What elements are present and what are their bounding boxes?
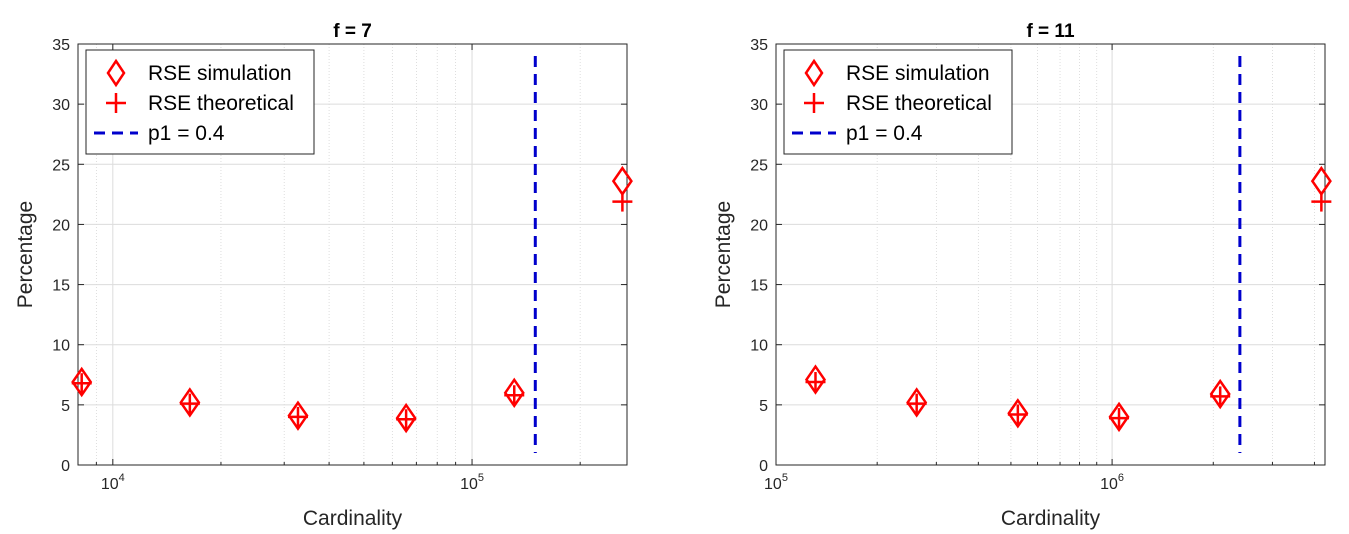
legend-plus-icon [106, 93, 126, 113]
data-point-simulation [287, 400, 309, 431]
data-point-theoretical [1109, 408, 1130, 429]
legend: RSE simulation RSE theoretical p1 = 0.4 [783, 49, 1013, 155]
y-axis-label: Percentage [14, 201, 37, 308]
x-tick-label: 105 [460, 472, 484, 493]
data-point-theoretical [1311, 191, 1332, 212]
legend-entry: RSE simulation [148, 62, 292, 85]
chart-panel-1: 0 5 10 15 20 25 30 35 104 105 f = 7 Cardinality Perc… [14, 21, 633, 530]
data-point-simulation [804, 364, 827, 395]
axes-box [77, 43, 628, 466]
data-point-simulation [1007, 398, 1029, 429]
x-tick-label: 106 [1100, 472, 1124, 493]
legend-entry: p1 = 0.4 [846, 122, 923, 145]
data-point-simulation [1209, 378, 1231, 410]
y-tick-label: 5 [61, 398, 70, 415]
data-point-theoretical [805, 372, 826, 393]
legend-entry: p1 = 0.4 [148, 122, 225, 145]
y-tick-label: 5 [759, 398, 768, 415]
series-plus [71, 191, 633, 430]
y-tick-label: 15 [750, 278, 768, 295]
data-point-simulation [1108, 401, 1130, 433]
data-point-simulation [906, 387, 928, 418]
legend-entry: RSE theoretical [846, 92, 992, 115]
data-point-simulation [503, 377, 525, 409]
y-tick-label: 35 [52, 37, 70, 54]
data-point-theoretical [287, 406, 308, 427]
data-point-theoretical [179, 393, 200, 414]
y-tick-label: 20 [52, 217, 70, 234]
chart-title: f = 11 [1026, 21, 1074, 42]
legend-entry: RSE theoretical [148, 92, 294, 115]
chart-title: f = 7 [333, 21, 372, 42]
axes-box [775, 43, 1326, 466]
y-tick-label: 0 [759, 458, 768, 475]
x-tick-label: 105 [764, 472, 788, 493]
y-tick-label: 30 [52, 97, 70, 114]
y-tick-label: 10 [52, 338, 70, 355]
minor-grid [876, 44, 1315, 465]
y-tick-label: 0 [61, 458, 70, 475]
y-tick-label: 20 [750, 217, 768, 234]
data-point-theoretical [71, 373, 92, 394]
y-axis: 0 5 10 15 20 25 30 35 [52, 37, 627, 475]
series-diamond [804, 165, 1332, 433]
legend-diamond-icon [804, 58, 824, 88]
legend-plus-icon [804, 93, 824, 113]
series-diamond [71, 165, 633, 434]
legend: RSE simulation RSE theoretical p1 = 0.4 [85, 49, 315, 155]
legend-entry: RSE simulation [846, 62, 990, 85]
data-point-theoretical [906, 393, 927, 414]
legend-diamond-icon [106, 58, 126, 88]
chart-panel-2: 0 5 10 15 20 25 30 35 105 106 f = 11 Cardinality Per… [712, 21, 1332, 530]
y-axis: 0 5 10 15 20 25 30 35 [750, 37, 1325, 475]
x-axis: 104 105 [95, 44, 581, 493]
x-tick-label: 104 [101, 472, 125, 493]
y-tick-label: 35 [750, 37, 768, 54]
data-point-simulation [395, 402, 417, 434]
data-point-theoretical [396, 409, 417, 430]
x-axis-label: Cardinality [1001, 507, 1101, 530]
data-point-theoretical [1210, 386, 1231, 407]
x-axis: 105 106 [764, 44, 1315, 493]
series-plus [805, 191, 1332, 429]
data-point-theoretical [612, 191, 633, 212]
y-tick-label: 25 [750, 157, 768, 174]
y-axis-label: Percentage [712, 201, 735, 308]
y-tick-label: 25 [52, 157, 70, 174]
data-point-theoretical [1007, 404, 1028, 425]
data-point-simulation [179, 387, 201, 418]
x-axis-label: Cardinality [303, 507, 403, 530]
minor-grid [95, 44, 581, 465]
y-tick-label: 10 [750, 338, 768, 355]
y-tick-label: 15 [52, 278, 70, 295]
data-point-simulation [71, 366, 93, 398]
data-point-theoretical [504, 385, 525, 406]
y-tick-label: 30 [750, 97, 768, 114]
